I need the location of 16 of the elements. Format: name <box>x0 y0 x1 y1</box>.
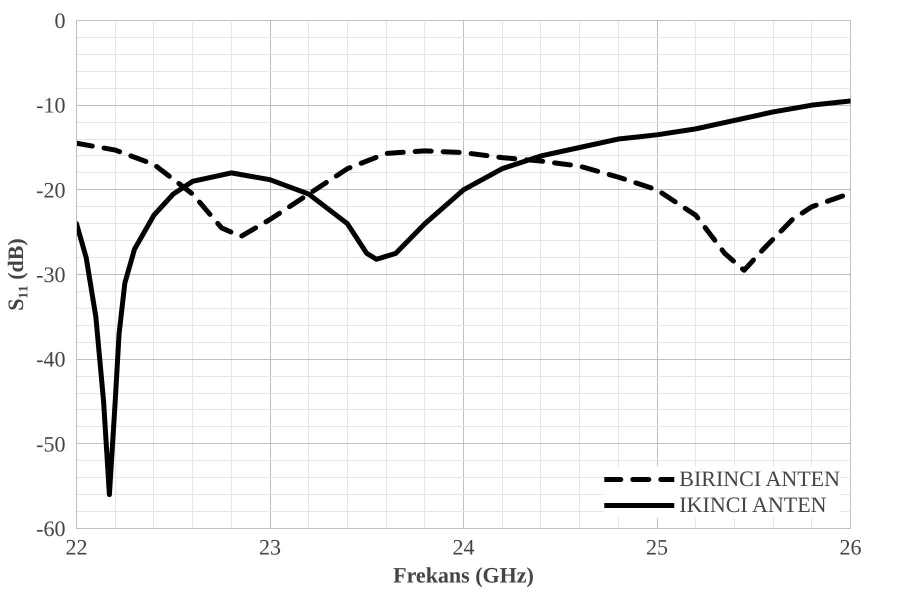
y-tick-label: -10 <box>36 92 66 118</box>
legend-label: IKINCI ANTEN <box>679 492 827 518</box>
y-tick-label: -40 <box>36 346 66 372</box>
y-tick-label: -30 <box>36 262 66 287</box>
y-axis-title: S₁₁ (dB) <box>3 238 28 311</box>
x-tick-label: 26 <box>840 534 862 560</box>
legend-label: BIRINCI ANTEN <box>679 466 840 492</box>
y-tick-label: 0 <box>54 8 66 33</box>
x-tick-label: 23 <box>259 534 281 560</box>
y-tick-label: -60 <box>36 516 66 541</box>
y-tick-label: -20 <box>36 177 66 202</box>
x-axis-title: Frekans (GHz) <box>393 562 534 588</box>
x-tick-label: 24 <box>452 534 474 560</box>
x-tick-label: 22 <box>66 534 88 560</box>
x-tick-label: 25 <box>646 534 668 560</box>
y-tick-label: -50 <box>36 431 66 456</box>
